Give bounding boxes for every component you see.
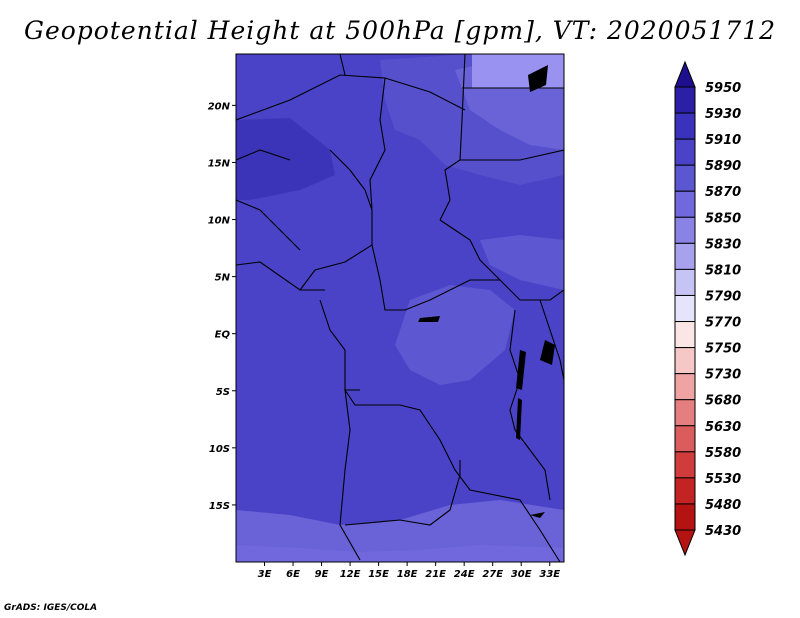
x-tick-label: 27E <box>482 569 503 580</box>
plot-frame <box>235 53 565 563</box>
colorbar-label: 5830 <box>705 237 741 252</box>
x-tick-label: 9E <box>315 569 329 580</box>
colorbar-swatch <box>674 399 696 427</box>
colorbar-label: 5790 <box>705 289 741 304</box>
x-axis: 3E 6E 9E 12E 15E 18E 21E 24E 27E 30E 33E <box>258 562 560 580</box>
colorbar-label: 5870 <box>705 185 741 200</box>
boundaries <box>236 54 564 562</box>
colorbar-label: 5750 <box>705 342 741 357</box>
x-tick-label: 6E <box>286 569 300 580</box>
colorbar-label: 5950 <box>705 81 741 96</box>
y-axis: 20N 15N 10N 5N EQ 5S 10S 15S <box>208 101 236 512</box>
y-tick-label: 5S <box>216 387 230 398</box>
colorbar-label: 5730 <box>705 368 741 383</box>
colorbar-swatch <box>674 268 696 296</box>
y-tick-label: 5N <box>215 273 231 284</box>
field-east-band <box>480 235 564 290</box>
colorbar-label: 5930 <box>705 107 741 122</box>
colorbar-label: 5910 <box>705 133 741 148</box>
colorbar-label: 5850 <box>705 211 741 226</box>
field-south-edge <box>236 545 564 562</box>
colorbar-swatch <box>674 373 696 401</box>
y-tick-label: 10N <box>208 216 231 227</box>
x-tick-label: 30E <box>511 569 532 580</box>
lakes <box>418 65 555 518</box>
colorbar-swatch <box>674 190 696 218</box>
colorbar-swatch <box>674 164 696 192</box>
colorbar-swatch <box>674 216 696 244</box>
y-tick-label: 20N <box>208 101 231 112</box>
colorbar-swatch <box>674 503 696 531</box>
x-tick-label: 15E <box>368 569 389 580</box>
y-tick-label: 15S <box>209 501 230 512</box>
colorbar-label: 5580 <box>705 446 741 461</box>
colorbar-top-arrow <box>674 60 696 88</box>
colorbar-swatch <box>674 477 696 505</box>
colorbar-label: 5890 <box>705 159 741 174</box>
x-tick-label: 24E <box>454 569 475 580</box>
height-field <box>236 54 564 562</box>
x-tick-label: 3E <box>258 569 272 580</box>
colorbar: 5950 5930 5910 5890 5870 5850 5830 5810 5790 5770… <box>674 60 741 557</box>
colorbar-swatch <box>674 86 696 114</box>
field-northeast-corner <box>472 54 564 88</box>
chart-title: Geopotential Height at 500hPa [gpm], VT:… <box>23 16 777 45</box>
x-tick-label: 21E <box>425 569 446 580</box>
colorbar-swatch <box>674 451 696 479</box>
x-tick-label: 12E <box>340 569 361 580</box>
colorbar-swatch <box>674 112 696 140</box>
colorbar-label: 5810 <box>705 263 741 278</box>
colorbar-swatch <box>674 425 696 453</box>
colorbar-swatch <box>674 242 696 270</box>
colorbar-label: 5480 <box>705 498 741 513</box>
field-congo-basin <box>395 285 515 385</box>
colorbar-swatch <box>674 321 696 349</box>
colorbar-label: 5770 <box>705 316 741 331</box>
x-tick-label: 33E <box>539 569 560 580</box>
footer-credit: GrADS: IGES/COLA <box>4 603 98 613</box>
y-tick-label: EQ <box>215 330 231 341</box>
colorbar-label: 5680 <box>705 394 741 409</box>
y-tick-label: 15N <box>208 158 231 169</box>
colorbar-swatch <box>674 347 696 375</box>
x-tick-label: 18E <box>397 569 418 580</box>
colorbar-label: 5530 <box>705 472 741 487</box>
colorbar-bottom-arrow <box>674 529 696 557</box>
colorbar-label: 5430 <box>705 524 741 539</box>
y-tick-label: 10S <box>209 444 230 455</box>
colorbar-label: 5630 <box>705 420 741 435</box>
colorbar-swatch <box>674 138 696 166</box>
colorbar-swatch <box>674 294 696 323</box>
